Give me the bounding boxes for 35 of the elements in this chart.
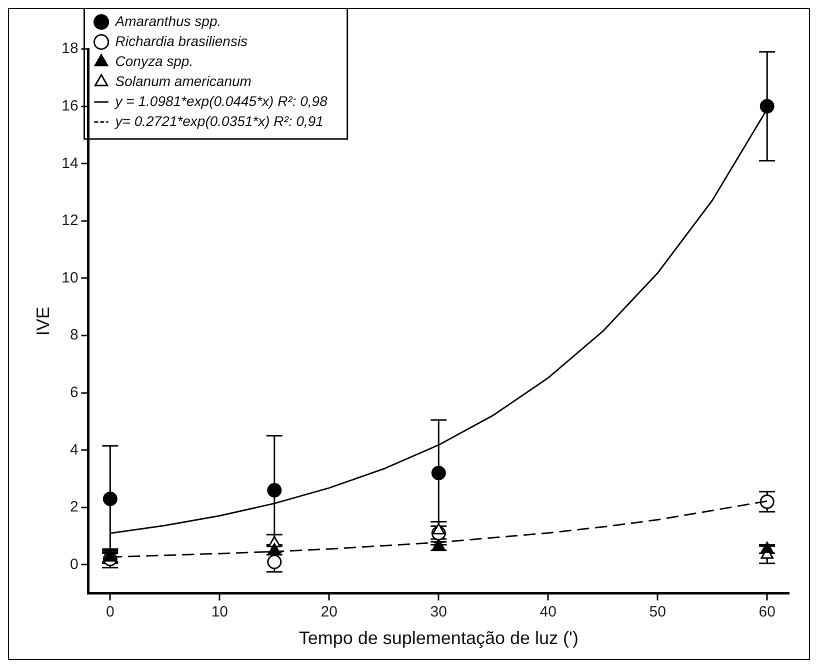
y-tick-label: 4	[70, 441, 78, 458]
x-tick-label: 50	[649, 604, 666, 621]
x-tick-label: 30	[430, 604, 447, 621]
point	[760, 542, 774, 553]
x-tick-label: 10	[211, 604, 228, 621]
x-tick-label: 40	[540, 604, 556, 621]
point	[432, 523, 446, 534]
y-tick-label: 12	[62, 212, 78, 230]
legend-label: y = 1.0981*exp(0.0445*x) R²: 0,98	[114, 92, 328, 109]
legend-label: Amaranthus spp.	[114, 12, 222, 29]
x-tick-label: 0	[106, 604, 114, 621]
y-tick-label: 8	[70, 326, 78, 344]
legend-label: Solanum americanum	[115, 72, 252, 89]
point	[102, 492, 118, 506]
point	[760, 99, 774, 114]
legend-label: y= 0.2721*exp(0.0351*x) R²: 0,91	[114, 112, 324, 129]
x-tick-label: 20	[320, 604, 338, 621]
x-axis-title: Tempo de suplementação de luz (')	[298, 628, 578, 648]
y-tick-label: 10	[62, 269, 78, 286]
legend-label: Richardia brasiliensis	[115, 32, 248, 49]
point	[267, 554, 282, 570]
y-tick-label: 14	[62, 154, 78, 172]
y-tick-label: 6	[70, 384, 78, 401]
point	[431, 466, 446, 480]
legend-label: Conyza spp.	[115, 52, 194, 69]
y-axis-title: IVE	[32, 306, 53, 336]
y-tick-label: 16	[62, 97, 78, 114]
point	[267, 483, 282, 498]
y-tick-label: 2	[70, 498, 78, 516]
point	[432, 538, 446, 550]
y-tick-label: 18	[62, 40, 78, 58]
x-tick-label: 60	[758, 604, 776, 621]
y-tick-label: 0	[70, 556, 78, 573]
point	[268, 543, 281, 554]
point	[760, 494, 774, 509]
